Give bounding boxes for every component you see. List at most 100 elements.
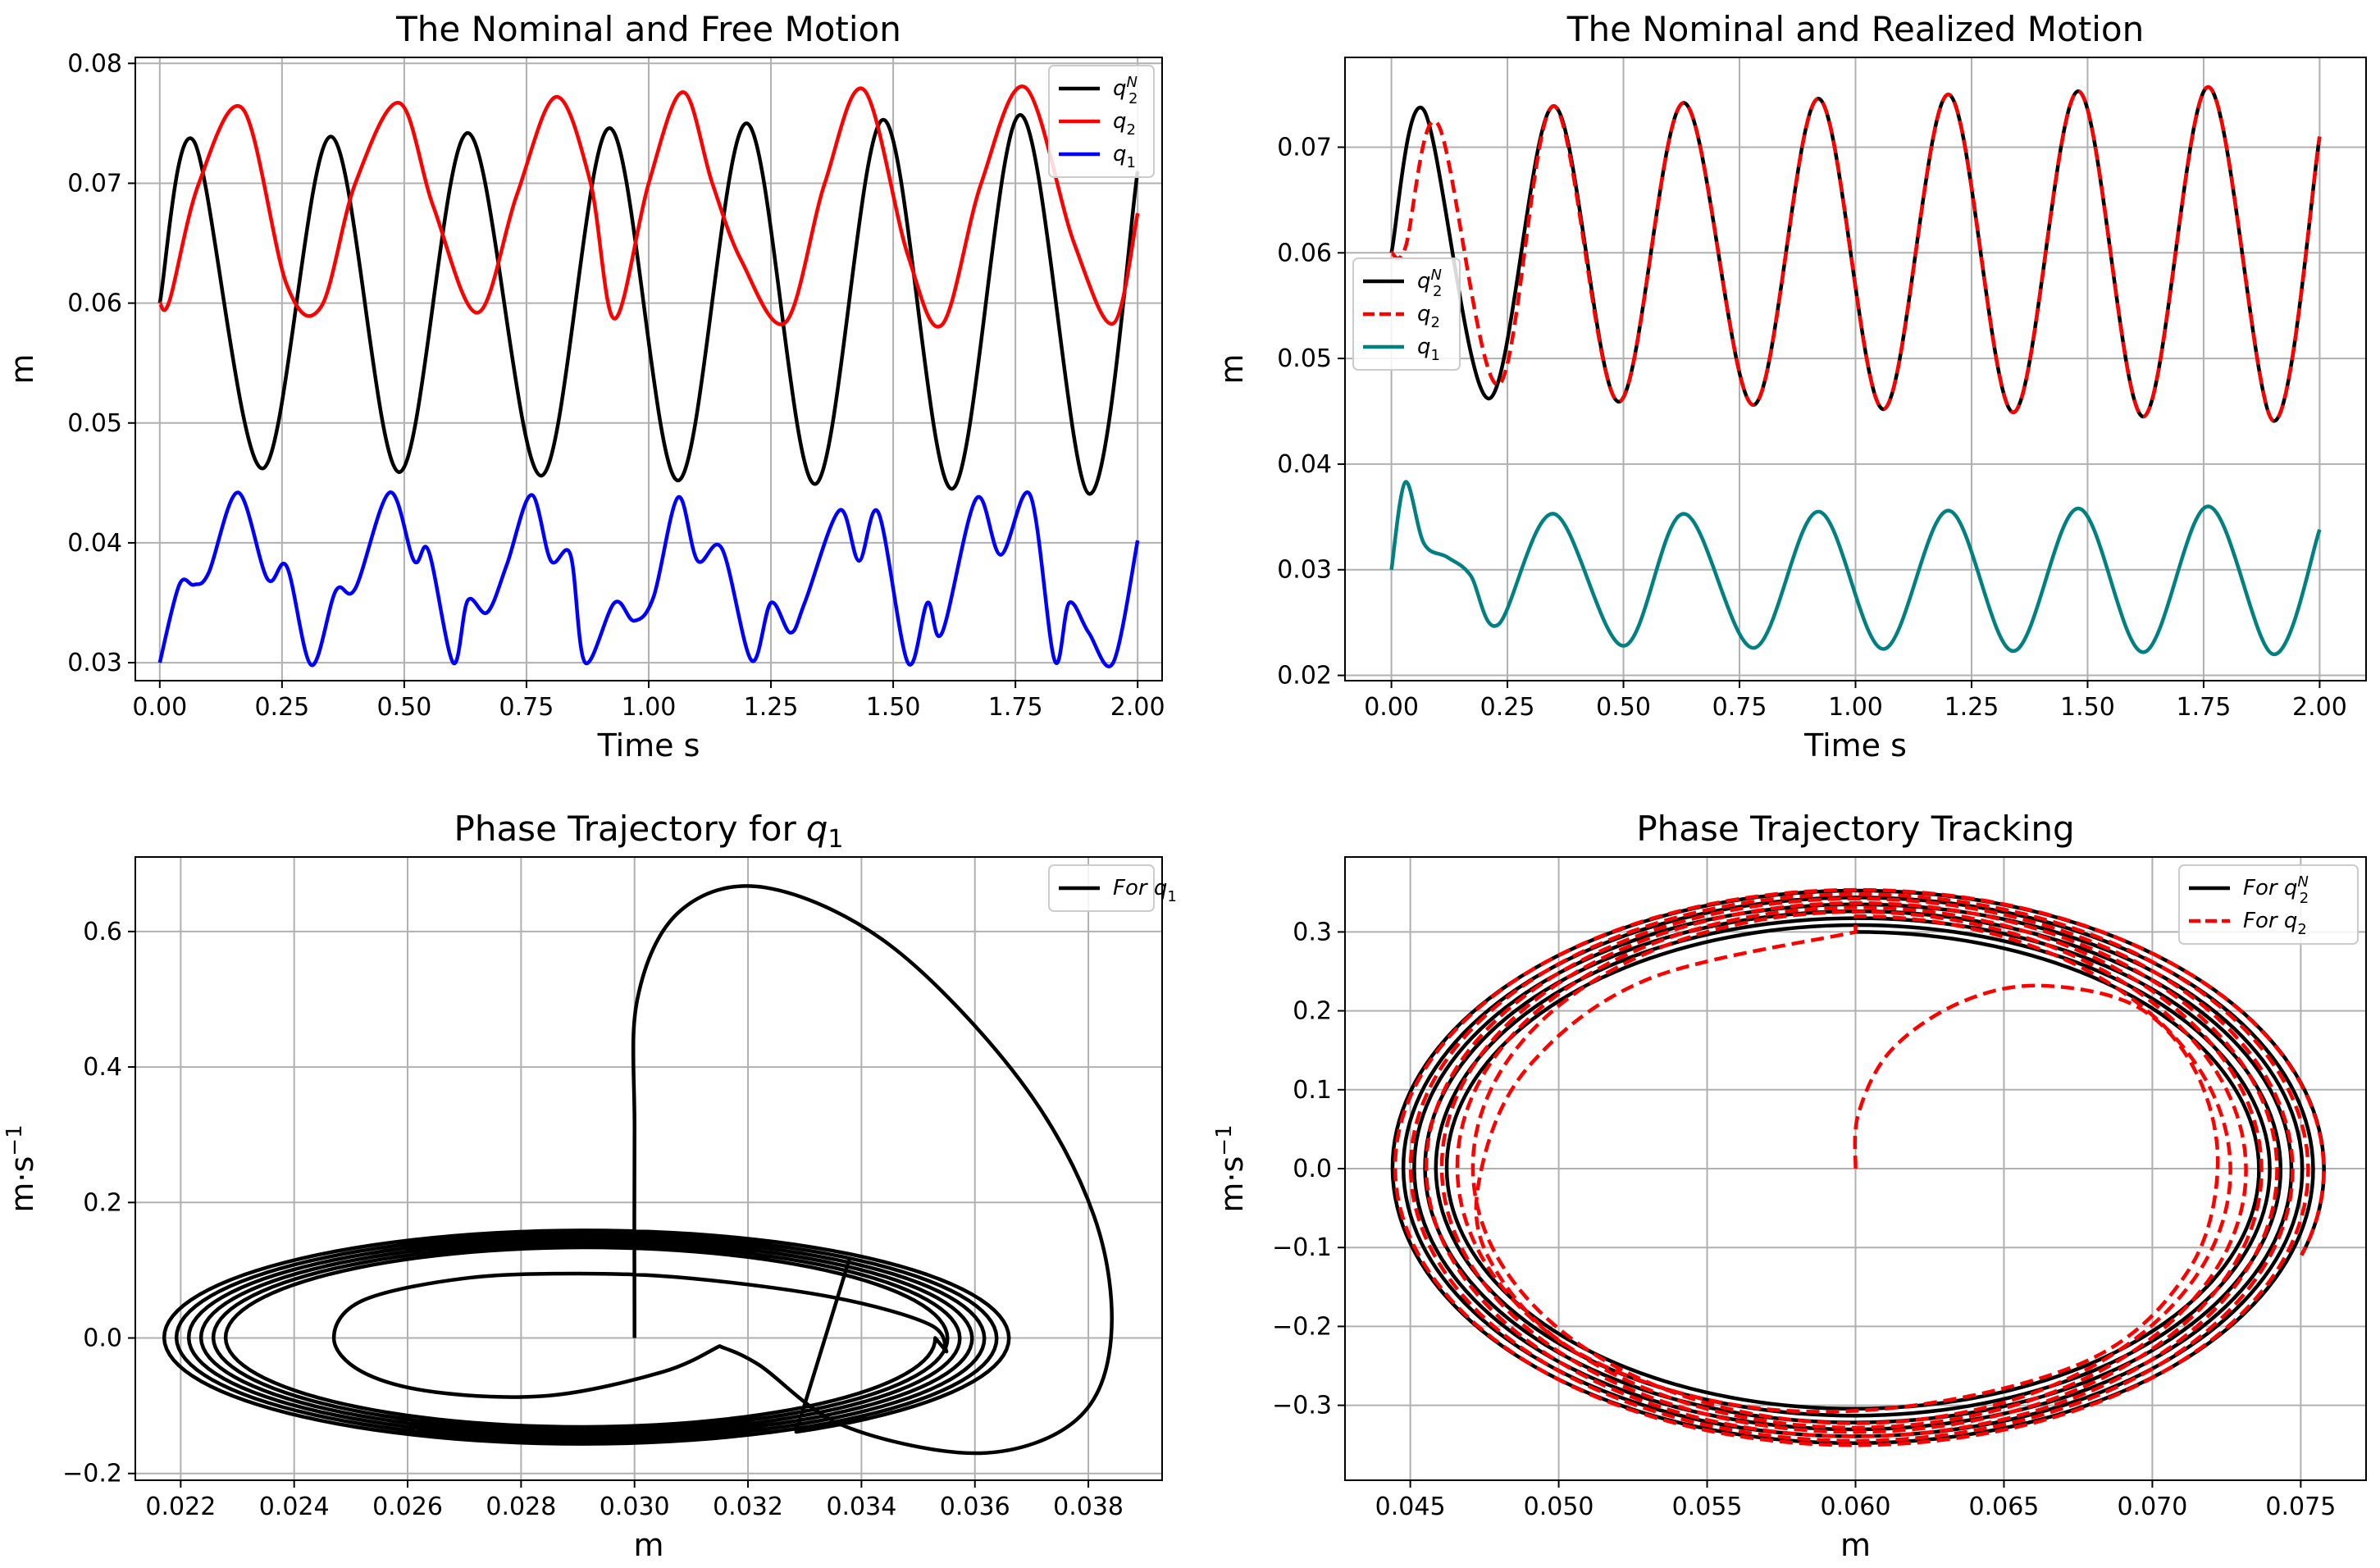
legend-label-sup: N bbox=[1127, 74, 1138, 91]
series-line-for-q1 bbox=[164, 886, 1112, 1453]
ticks: 0.00 0.25 0.50 0.75 1.00 1.25 1.50 1.75 2.00 0.02… bbox=[1277, 133, 2347, 722]
x-axis-label: m bbox=[633, 1527, 663, 1563]
figure: 0.00 0.25 0.50 0.75 1.00 1.25 1.50 1.75 2.00 0.03… bbox=[0, 0, 2380, 1568]
legend-label-sub: 2 bbox=[1431, 314, 1440, 331]
x-tick-label: 1.75 bbox=[988, 693, 1043, 722]
chart-3: 0.022 0.024 0.026 0.028 0.030 0.032 0.034 0.036… bbox=[2, 809, 1177, 1563]
x-tick-label: 1.25 bbox=[744, 693, 799, 722]
legend-label-sub: 1 bbox=[1127, 154, 1136, 171]
x-axis-label: Time s bbox=[1803, 727, 1907, 763]
x-tick-label: 0.075 bbox=[2265, 1493, 2336, 1521]
y-axis-label: m·s−1 bbox=[1212, 1124, 1250, 1212]
x-tick-label: 0.75 bbox=[1712, 693, 1767, 722]
chart-title: Phase Trajectory for q1 bbox=[454, 809, 844, 854]
y-tick-label: −0.2 bbox=[1272, 1312, 1332, 1341]
y-axis-label-text: m·s bbox=[1214, 1156, 1250, 1213]
legend-label-sup: N bbox=[1431, 267, 1442, 284]
y-axis-label-sup: −1 bbox=[1212, 1124, 1237, 1155]
x-tick-label: 0.75 bbox=[499, 693, 554, 722]
x-tick-label: 0.024 bbox=[259, 1493, 330, 1521]
x-tick-label: 0.060 bbox=[1821, 1493, 1891, 1521]
chart-title: The Nominal and Free Motion bbox=[395, 9, 901, 49]
x-tick-label: 2.00 bbox=[1110, 693, 1165, 722]
x-tick-label: 1.75 bbox=[2177, 693, 2232, 722]
chart-title-math: q bbox=[806, 809, 828, 849]
legend-label-base: For q bbox=[2243, 909, 2297, 933]
x-tick-label: 0.028 bbox=[486, 1493, 556, 1521]
y-tick-label: 0.2 bbox=[83, 1188, 122, 1217]
legend-label-sub: 2 bbox=[1127, 121, 1136, 139]
x-tick-label: 0.50 bbox=[1596, 693, 1651, 722]
legend-label-base: q bbox=[1417, 302, 1431, 326]
y-axis-label: m·s−1 bbox=[2, 1124, 40, 1212]
legend-label-sub: 2 bbox=[2300, 890, 2309, 907]
y-tick-label: 0.3 bbox=[1293, 918, 1332, 946]
x-axis-label: m bbox=[1840, 1527, 1871, 1563]
chart-title: Phase Trajectory Tracking bbox=[1636, 809, 2074, 849]
chart-1: 0.00 0.25 0.50 0.75 1.00 1.25 1.50 1.75 2.00 0.03… bbox=[4, 9, 1165, 763]
x-tick-label: 0.034 bbox=[826, 1493, 896, 1521]
y-tick-label: −0.2 bbox=[62, 1460, 122, 1488]
y-tick-label: 0.06 bbox=[67, 289, 122, 318]
legend-label-base: q bbox=[1113, 142, 1127, 166]
series-group bbox=[164, 886, 1112, 1453]
y-axis-label-text: m·s bbox=[4, 1156, 40, 1213]
y-tick-label: −0.3 bbox=[1272, 1392, 1332, 1420]
legend-label-sub: 1 bbox=[1431, 347, 1440, 364]
gridlines bbox=[1345, 57, 2366, 681]
x-tick-label: 0.030 bbox=[600, 1493, 670, 1521]
x-tick-label: 0.00 bbox=[1364, 693, 1419, 722]
y-tick-label: 0.04 bbox=[67, 529, 122, 558]
y-tick-label: 0.0 bbox=[1293, 1155, 1332, 1183]
x-tick-label: 0.00 bbox=[132, 693, 187, 722]
x-tick-label: 1.00 bbox=[622, 693, 677, 722]
x-tick-label: 0.25 bbox=[1480, 693, 1535, 722]
legend-label-base: For q bbox=[2243, 876, 2297, 900]
chart-title-text: Phase Trajectory for bbox=[454, 809, 797, 849]
x-tick-label: 0.070 bbox=[2117, 1493, 2187, 1521]
ticks: 0.00 0.25 0.50 0.75 1.00 1.25 1.50 1.75 2.00 0.03… bbox=[67, 49, 1165, 722]
x-tick-label: 1.50 bbox=[2060, 693, 2115, 722]
y-tick-label: −0.1 bbox=[1272, 1233, 1332, 1262]
legend-label-base: q bbox=[1113, 76, 1127, 101]
x-tick-label: 0.050 bbox=[1524, 1493, 1594, 1521]
y-tick-label: 0.04 bbox=[1277, 450, 1332, 479]
x-tick-label: 0.022 bbox=[145, 1493, 216, 1521]
y-tick-label: 0.0 bbox=[83, 1324, 122, 1353]
legend-label-base: q bbox=[1417, 269, 1431, 294]
x-axis-label: Time s bbox=[597, 727, 700, 763]
x-tick-label: 0.038 bbox=[1053, 1493, 1124, 1521]
legend-label-sub: 1 bbox=[1167, 888, 1176, 905]
legend-label-sub: 2 bbox=[2297, 921, 2306, 938]
x-tick-label: 2.00 bbox=[2292, 693, 2347, 722]
y-axis-label-text: m bbox=[4, 353, 40, 384]
y-tick-label: 0.6 bbox=[83, 918, 122, 946]
x-tick-label: 0.026 bbox=[372, 1493, 443, 1521]
y-tick-label: 0.2 bbox=[1293, 997, 1332, 1026]
y-tick-label: 0.08 bbox=[67, 49, 122, 78]
x-tick-label: 0.50 bbox=[377, 693, 432, 722]
chart-title: The Nominal and Realized Motion bbox=[1566, 9, 2144, 49]
x-tick-label: 0.045 bbox=[1375, 1493, 1446, 1521]
y-axis-label-sup: −1 bbox=[2, 1124, 27, 1155]
y-axis-label-text: m bbox=[1214, 353, 1250, 384]
legend-label-sub: 2 bbox=[1128, 90, 1138, 107]
series-group bbox=[1393, 890, 2324, 1445]
x-tick-label: 0.055 bbox=[1672, 1493, 1743, 1521]
x-tick-label: 1.50 bbox=[866, 693, 921, 722]
x-tick-label: 0.25 bbox=[254, 693, 309, 722]
legend-label-base: q bbox=[1113, 109, 1127, 134]
y-tick-label: 0.05 bbox=[67, 409, 122, 438]
y-tick-label: 0.07 bbox=[1277, 133, 1332, 162]
legend-label-sup: N bbox=[2297, 873, 2308, 891]
y-axis-label: m bbox=[1214, 353, 1250, 384]
x-tick-label: 1.25 bbox=[1945, 693, 1999, 722]
y-tick-label: 0.1 bbox=[1293, 1076, 1332, 1105]
x-tick-label: 0.036 bbox=[940, 1493, 1010, 1521]
y-tick-label: 0.05 bbox=[1277, 344, 1332, 373]
legend-label-sub: 2 bbox=[1433, 283, 1442, 300]
x-tick-label: 0.065 bbox=[1969, 1493, 2040, 1521]
